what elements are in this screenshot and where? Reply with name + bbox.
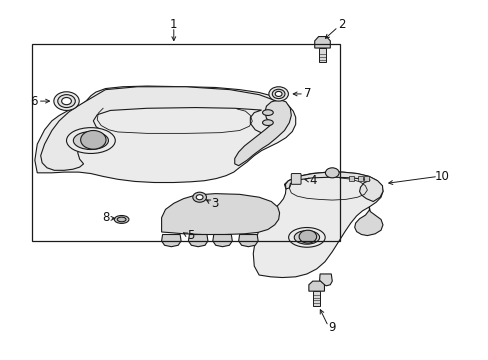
FancyBboxPatch shape — [291, 174, 301, 184]
Circle shape — [54, 92, 79, 111]
Circle shape — [196, 195, 203, 200]
Circle shape — [58, 95, 75, 108]
Ellipse shape — [73, 132, 108, 149]
Text: 5: 5 — [187, 229, 194, 242]
Text: 9: 9 — [328, 320, 335, 333]
Ellipse shape — [294, 230, 319, 244]
Circle shape — [275, 91, 282, 96]
Ellipse shape — [114, 216, 129, 224]
Text: 6: 6 — [30, 95, 38, 108]
Polygon shape — [188, 234, 207, 247]
Polygon shape — [253, 172, 382, 278]
Text: 2: 2 — [338, 18, 345, 31]
Bar — [357, 176, 362, 181]
Polygon shape — [161, 234, 181, 247]
Ellipse shape — [262, 110, 273, 116]
Bar — [32, 44, 339, 241]
Circle shape — [61, 98, 71, 105]
Polygon shape — [234, 100, 291, 166]
Text: 4: 4 — [308, 174, 316, 186]
Polygon shape — [238, 234, 258, 247]
Polygon shape — [285, 172, 382, 202]
Polygon shape — [319, 274, 331, 286]
Circle shape — [81, 131, 106, 149]
Polygon shape — [308, 281, 324, 291]
Text: 1: 1 — [170, 18, 177, 31]
Polygon shape — [161, 194, 279, 234]
Polygon shape — [41, 87, 284, 170]
Circle shape — [268, 87, 288, 101]
Polygon shape — [35, 86, 295, 183]
Ellipse shape — [262, 120, 273, 126]
Ellipse shape — [66, 128, 115, 153]
Text: 8: 8 — [102, 211, 109, 224]
Ellipse shape — [288, 228, 325, 247]
Text: 3: 3 — [211, 197, 219, 210]
Circle shape — [299, 230, 316, 243]
Bar — [313, 291, 320, 306]
Circle shape — [192, 192, 206, 202]
Circle shape — [325, 168, 338, 178]
Circle shape — [272, 89, 285, 99]
Polygon shape — [212, 234, 232, 247]
Text: 7: 7 — [304, 87, 311, 100]
Polygon shape — [354, 207, 382, 235]
Polygon shape — [314, 37, 330, 48]
Bar — [319, 48, 325, 62]
Bar — [364, 176, 368, 181]
Text: 10: 10 — [434, 170, 448, 183]
Ellipse shape — [117, 217, 126, 222]
Bar — [348, 176, 353, 181]
